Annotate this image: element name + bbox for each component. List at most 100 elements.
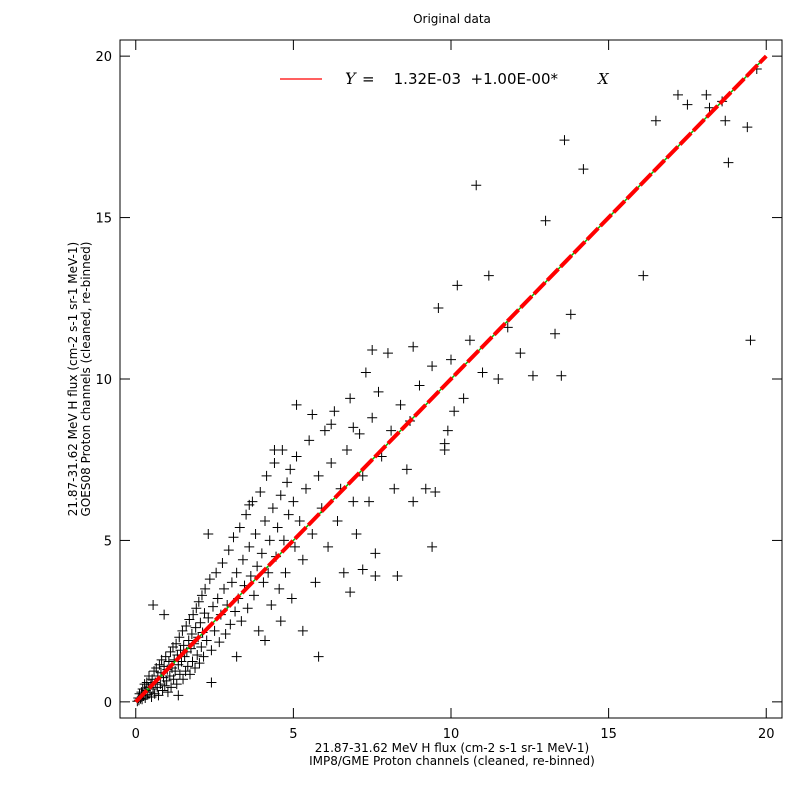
data-point: [286, 593, 297, 604]
data-point: [458, 393, 469, 404]
data-point: [186, 629, 197, 640]
data-point: [471, 180, 482, 191]
data-point: [194, 658, 205, 669]
data-point: [280, 567, 291, 578]
data-point: [209, 625, 220, 636]
y-tick-label: 5: [104, 534, 112, 549]
legend-equation: = 1.32E-03 +1.00E-00*: [362, 70, 558, 88]
data-point: [166, 682, 177, 693]
x-axis-label-line1: 21.87-31.62 MeV H flux (cm-2 s-1 sr-1 Me…: [315, 741, 589, 755]
data-point: [173, 690, 184, 701]
data-point: [638, 270, 649, 281]
data-point: [190, 622, 201, 633]
chart-title: Original data: [413, 12, 491, 26]
x-tick-label: 0: [132, 727, 140, 742]
data-point: [159, 609, 170, 620]
data-point: [300, 483, 311, 494]
data-point: [178, 674, 189, 685]
data-point: [395, 399, 406, 410]
data-point: [439, 445, 450, 456]
data-point: [701, 89, 712, 100]
x-axis-label-line2: IMP8/GME Proton channels (cleaned, re-bi…: [309, 754, 595, 768]
data-point: [332, 516, 343, 527]
data-point: [274, 583, 285, 594]
data-point: [307, 528, 318, 539]
data-point: [198, 651, 209, 662]
data-point: [291, 399, 302, 410]
data-point: [223, 545, 234, 556]
data-point: [338, 567, 349, 578]
data-point: [278, 535, 289, 546]
data-point: [201, 635, 212, 646]
data-point: [329, 406, 340, 417]
data-point: [264, 535, 275, 546]
data-point: [211, 567, 222, 578]
data-point: [364, 496, 375, 507]
data-point: [206, 677, 217, 688]
data-point: [171, 679, 182, 690]
data-point: [182, 661, 193, 672]
data-point: [248, 590, 259, 601]
data-point: [540, 215, 551, 226]
data-point: [250, 528, 261, 539]
data-point: [357, 564, 368, 575]
data-point: [414, 380, 425, 391]
data-point: [183, 635, 194, 646]
data-point: [559, 135, 570, 146]
y-tick-label: 10: [95, 373, 112, 388]
data-point: [204, 574, 215, 585]
data-point: [420, 483, 431, 494]
data-point: [207, 601, 218, 612]
data-point: [187, 656, 198, 667]
data-point: [196, 641, 207, 652]
data-point: [433, 302, 444, 313]
data-point: [345, 393, 356, 404]
data-point: [244, 499, 255, 510]
y-tick-label: 20: [95, 50, 112, 65]
data-point: [294, 516, 305, 527]
data-point: [282, 477, 293, 488]
data-point: [313, 651, 324, 662]
data-point: [237, 554, 248, 565]
data-point: [370, 548, 381, 559]
data-point: [357, 470, 368, 481]
legend-x-symbol: X: [597, 70, 610, 88]
data-point: [650, 115, 661, 126]
data-point: [178, 640, 189, 651]
x-tick-label: 15: [600, 727, 617, 742]
x-tick-label: 20: [758, 727, 775, 742]
data-point: [386, 425, 397, 436]
data-point: [550, 328, 561, 339]
data-point: [256, 548, 267, 559]
data-point: [373, 386, 384, 397]
data-point: [148, 600, 159, 610]
data-point: [200, 583, 211, 594]
data-point: [242, 603, 253, 614]
data-point: [341, 445, 352, 456]
fit-line: [134, 54, 768, 704]
data-point: [141, 677, 152, 688]
fit-line-main: [134, 54, 768, 704]
data-point: [163, 656, 174, 667]
data-point: [285, 464, 296, 475]
data-point: [477, 367, 488, 378]
data-point: [502, 322, 513, 333]
data-point: [244, 541, 255, 552]
data-point: [682, 99, 693, 110]
data-point: [190, 662, 201, 673]
data-point: [307, 409, 318, 420]
data-point: [219, 583, 230, 594]
data-point: [354, 428, 365, 439]
data-point: [360, 367, 371, 378]
data-point: [212, 593, 223, 604]
data-point: [203, 528, 214, 539]
data-point: [192, 650, 203, 661]
data-point: [230, 606, 241, 617]
data-point: [226, 577, 237, 588]
data-point: [154, 659, 165, 670]
data-point: [255, 487, 266, 497]
data-point: [452, 280, 463, 291]
data-point: [745, 335, 756, 346]
data-point: [261, 470, 272, 481]
data-point: [430, 487, 441, 497]
